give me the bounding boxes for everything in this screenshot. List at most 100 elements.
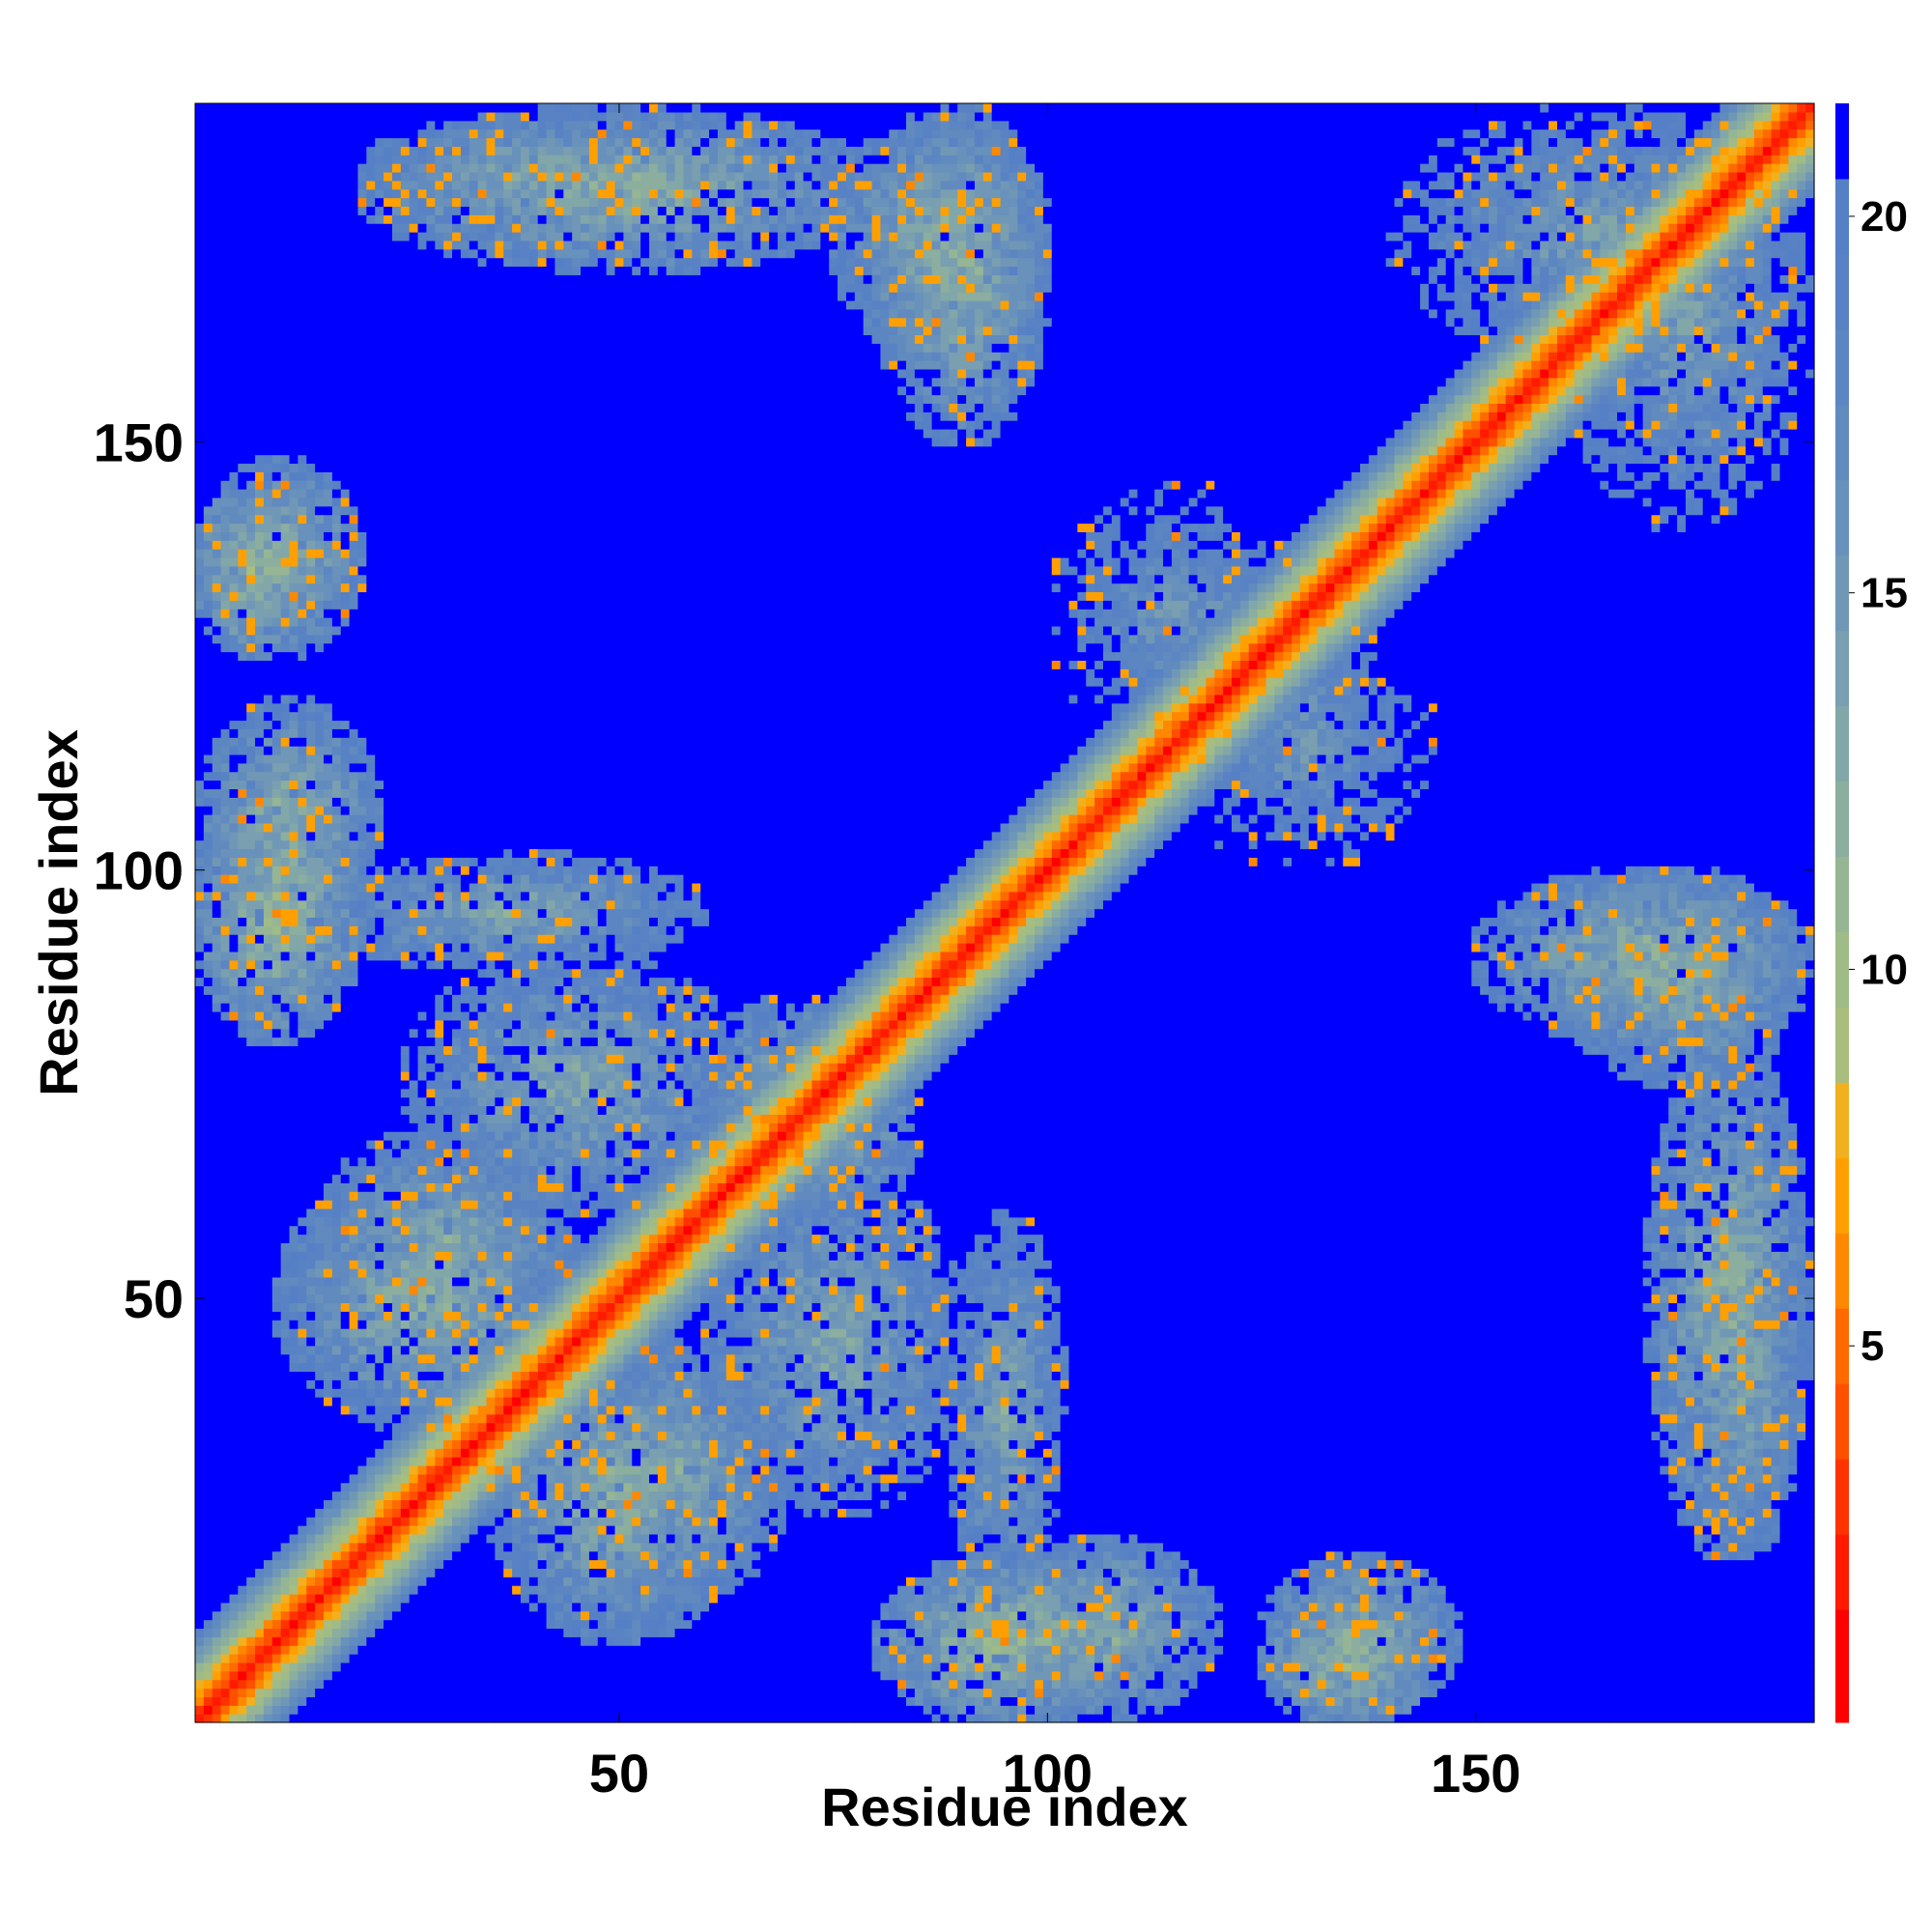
heatmap-cell <box>315 591 324 600</box>
heatmap-cell <box>246 471 255 480</box>
heatmap-cell <box>350 249 358 258</box>
heatmap-cell <box>255 540 264 549</box>
heatmap-cell <box>246 985 255 994</box>
heatmap-cell <box>272 266 281 274</box>
heatmap-cell <box>221 540 230 549</box>
heatmap-cell <box>410 232 418 241</box>
heatmap-cell <box>392 146 401 155</box>
heatmap-cell <box>213 258 221 267</box>
heatmap-cell <box>255 600 264 609</box>
heatmap-cell <box>357 540 366 549</box>
heatmap-cell <box>357 1439 366 1448</box>
heatmap-cell <box>410 1251 418 1260</box>
heatmap-cell <box>298 909 306 918</box>
heatmap-cell <box>195 960 204 969</box>
heatmap-cell <box>281 1337 290 1346</box>
heatmap-cell <box>306 1628 315 1636</box>
heatmap-cell <box>272 994 281 1003</box>
heatmap-cell <box>324 1011 332 1020</box>
heatmap-cell <box>401 137 410 146</box>
heatmap-cell <box>375 712 384 721</box>
heatmap-cell <box>384 1097 392 1106</box>
heatmap-cell <box>221 737 230 746</box>
heatmap-cell <box>341 471 350 480</box>
heatmap-cell <box>272 1242 281 1251</box>
heatmap-cell <box>401 155 410 163</box>
heatmap-cell <box>392 583 401 592</box>
heatmap-cell <box>246 609 255 617</box>
heatmap-cell <box>272 1003 281 1011</box>
heatmap-cell <box>272 1191 281 1200</box>
heatmap-cell <box>281 1499 290 1508</box>
heatmap-cell <box>264 583 272 592</box>
heatmap-cell <box>366 1662 375 1671</box>
heatmap-cell <box>298 763 306 772</box>
heatmap-cell <box>350 172 358 181</box>
heatmap-cell <box>246 480 255 489</box>
heatmap-cell <box>341 1174 350 1182</box>
heatmap-cell <box>213 994 221 1003</box>
heatmap-cell <box>204 1457 213 1465</box>
heatmap-cell <box>341 1037 350 1046</box>
heatmap-cell <box>392 1423 401 1432</box>
heatmap-cell <box>246 1645 255 1654</box>
heatmap-cell <box>229 292 238 300</box>
heatmap-cell <box>366 900 375 909</box>
heatmap-cell <box>281 1397 290 1406</box>
heatmap-cell <box>315 1089 324 1097</box>
heatmap-cell <box>315 626 324 635</box>
heatmap-cell <box>221 909 230 918</box>
heatmap-cell <box>229 352 238 360</box>
heatmap-cell <box>410 814 418 823</box>
heatmap-cell <box>332 857 341 866</box>
heatmap-cell <box>264 1448 272 1457</box>
heatmap-cell <box>306 1286 315 1294</box>
heatmap-cell <box>357 1106 366 1115</box>
heatmap-cell <box>375 788 384 797</box>
heatmap-cell <box>290 883 298 892</box>
heatmap-cell <box>332 1628 341 1636</box>
heatmap-cell <box>264 103 272 112</box>
heatmap-cell <box>246 309 255 318</box>
heatmap-cell <box>204 1620 213 1629</box>
heatmap-cell <box>272 575 281 583</box>
heatmap-cell <box>255 112 264 121</box>
heatmap-cell <box>255 823 264 832</box>
heatmap-cell <box>204 412 213 420</box>
heatmap-cell <box>246 334 255 343</box>
heatmap-cell <box>264 1654 272 1662</box>
heatmap-cell <box>350 274 358 283</box>
heatmap-cell <box>375 378 384 386</box>
heatmap-cell <box>264 1089 272 1097</box>
heatmap-cell <box>204 214 213 223</box>
heatmap-cell <box>315 1235 324 1243</box>
heatmap-cell <box>221 327 230 335</box>
heatmap-cell <box>221 214 230 223</box>
heatmap-cell <box>264 892 272 900</box>
heatmap-cell <box>357 524 366 532</box>
heatmap-cell <box>306 480 315 489</box>
heatmap-cell <box>238 515 246 524</box>
heatmap-cell <box>213 1406 221 1414</box>
heatmap-cell <box>238 1448 246 1457</box>
heatmap-cell <box>272 232 281 241</box>
heatmap-cell <box>384 121 392 129</box>
heatmap-cell <box>204 1302 213 1311</box>
heatmap-cell <box>290 686 298 695</box>
heatmap-cell <box>221 1054 230 1063</box>
heatmap-cell <box>357 137 366 146</box>
heatmap-cell <box>366 591 375 600</box>
heatmap-cell <box>238 978 246 986</box>
heatmap-cell <box>418 1671 427 1680</box>
heatmap-cell <box>221 1149 230 1157</box>
heatmap-cell <box>315 480 324 489</box>
heatmap-cell <box>366 438 375 446</box>
heatmap-cell <box>255 832 264 840</box>
heatmap-cell <box>341 1251 350 1260</box>
heatmap-cell <box>221 892 230 900</box>
heatmap-cell <box>195 471 204 480</box>
heatmap-cell <box>306 1268 315 1277</box>
heatmap-cell <box>221 797 230 806</box>
heatmap-cell <box>384 1696 392 1705</box>
heatmap-cell <box>306 1620 315 1629</box>
